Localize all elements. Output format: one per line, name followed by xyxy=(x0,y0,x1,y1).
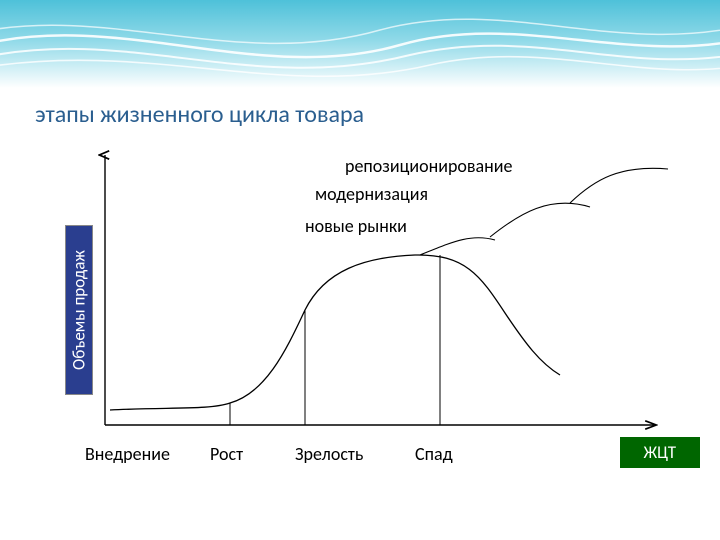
x-label-intro: Внедрение xyxy=(85,443,170,465)
main-lifecycle-curve xyxy=(110,255,560,410)
slide-title: этапы жизненного цикла товара xyxy=(35,100,364,129)
decorative-banner xyxy=(0,0,720,88)
annotation-repositioning: репозиционирование xyxy=(345,155,512,177)
lifecycle-badge: ЖЦТ xyxy=(620,437,701,468)
annotation-new-markets: новые рынки xyxy=(305,215,407,237)
lifecycle-chart: Объемы продаж репозиционирование модерни… xyxy=(70,155,670,445)
x-label-growth: Рост xyxy=(210,443,243,465)
branch-curve-1 xyxy=(490,203,590,237)
annotation-modernization: модернизация xyxy=(315,183,428,205)
branch-curve-0 xyxy=(420,238,495,255)
x-label-decline: Спад xyxy=(415,443,453,465)
banner-svg xyxy=(0,0,720,88)
x-label-maturity: Зрелость xyxy=(295,443,363,465)
branch-curve-2 xyxy=(570,168,668,203)
